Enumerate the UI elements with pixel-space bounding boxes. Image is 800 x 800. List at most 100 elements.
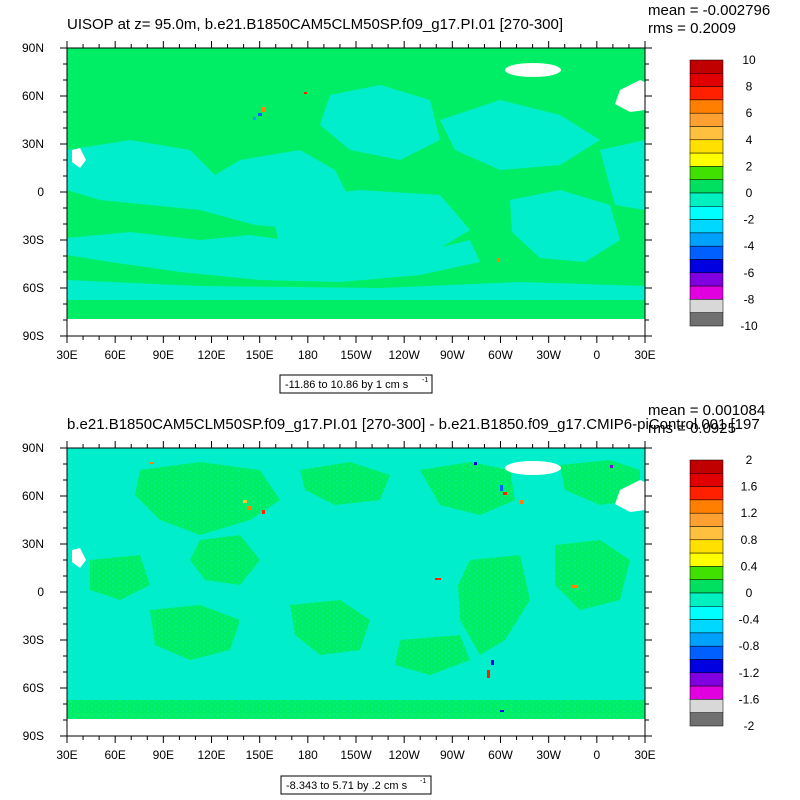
colorbar-box [689, 712, 724, 727]
colorbar-box [689, 632, 724, 647]
colorbar-box [689, 659, 724, 674]
panel-2-mean: mean = 0.001084 [648, 402, 765, 419]
y-tick-label: 30S [23, 633, 44, 647]
x-tick-label: 120W [388, 348, 420, 362]
y-tick-label: 90N [22, 41, 44, 55]
x-tick-label: 60E [104, 748, 125, 762]
panel-2-speckle [67, 448, 645, 719]
panel-1-range-text: -11.86 to 10.86 by 1 cm s [285, 379, 409, 391]
x-tick-label: 60W [488, 748, 513, 762]
panel-1-colorbar: 10 8 6 4 2 0 -2 -4 -6 -8 -10 [689, 53, 758, 333]
colorbar-box [689, 192, 724, 207]
colorbar-box [689, 73, 724, 87]
x-tick-label: 150W [340, 348, 372, 362]
colorbar-label: 6 [746, 106, 753, 120]
colorbar-label: 0.4 [741, 559, 758, 573]
x-tick-label: 30E [634, 748, 655, 762]
x-tick-label: 30E [56, 348, 77, 362]
colorbar-box [689, 699, 724, 713]
colorbar-box [689, 579, 724, 594]
colorbar-box [689, 526, 724, 541]
colorbar-box [689, 566, 724, 580]
y-tick-label: 60S [23, 281, 44, 295]
colorbar-box [689, 672, 724, 687]
colorbar-box [689, 219, 724, 234]
colorbar-label: 0.8 [741, 533, 758, 547]
y-tick-label: 30N [22, 137, 44, 151]
panel-2-rms: rms = 0.0925 [648, 420, 736, 437]
x-tick-label: 150E [246, 348, 274, 362]
x-tick-label: 60E [104, 348, 125, 362]
colorbar-box [689, 499, 724, 514]
colorbar-box [689, 112, 724, 127]
colorbar-box [689, 645, 724, 660]
colorbar-label: -1.6 [739, 692, 760, 706]
panel-2-range-label: -8.343 to 5.71 by .2 cm s -1 [280, 775, 432, 795]
colorbar-box [689, 512, 724, 527]
colorbar-label: 4 [746, 133, 753, 147]
colorbar-box [689, 606, 724, 620]
colorbar-box [689, 619, 724, 634]
panel-2-land [67, 461, 645, 736]
panel-1-rms: rms = 0.2009 [648, 20, 736, 37]
colorbar-box [689, 486, 724, 501]
panel-1-negative-regions [67, 85, 645, 300]
x-tick-label: 90E [153, 348, 174, 362]
x-tick-label: 30E [634, 348, 655, 362]
colorbar-box [689, 126, 724, 141]
colorbar-label: -4 [744, 239, 755, 253]
y-tick-label: 90S [23, 729, 44, 743]
colorbar-label: 1.6 [741, 480, 758, 494]
panel-2-title: b.e21.B1850CAM5CLM50SP.f09_g17.PI.01 [27… [67, 416, 760, 433]
panel-2-map [67, 448, 645, 736]
panel-1-range-label: -11.86 to 10.86 by 1 cm s -1 [279, 374, 433, 394]
colorbar-box [689, 473, 724, 487]
x-tick-label: 0 [593, 748, 600, 762]
colorbar-box [689, 259, 724, 274]
colorbar-box [689, 139, 724, 154]
colorbar-box [689, 299, 724, 313]
x-tick-label: 120E [197, 348, 225, 362]
x-tick-label: 90W [440, 348, 465, 362]
panel-1-anomalies [253, 92, 500, 262]
x-tick-label: 30W [536, 348, 561, 362]
colorbar-label: 0 [746, 186, 753, 200]
colorbar-label: -2 [744, 719, 755, 733]
colorbar-label: -6 [744, 266, 755, 280]
x-tick-label: 90W [440, 748, 465, 762]
panel-1-axes: 30E 60E 90E 120E 150E 180 150W 120W 90W 60W 30W 0 30… [22, 41, 656, 362]
colorbar-label: 2 [746, 453, 753, 467]
colorbar-box [689, 685, 724, 700]
y-tick-label: 30S [23, 233, 44, 247]
y-tick-label: 0 [37, 185, 44, 199]
colorbar-label: -0.4 [739, 613, 760, 627]
colorbar-label: -1.2 [739, 666, 760, 680]
colorbar-label: 2 [746, 159, 753, 173]
colorbar-box [689, 86, 724, 101]
x-tick-label: 180 [298, 348, 318, 362]
colorbar-box [689, 552, 724, 567]
y-tick-label: 0 [37, 585, 44, 599]
colorbar-label: 10 [742, 53, 756, 67]
colorbar-box [689, 166, 724, 180]
x-tick-label: 60W [488, 348, 513, 362]
x-tick-label: 30E [56, 748, 77, 762]
colorbar-box [689, 312, 724, 327]
colorbar-box [689, 539, 724, 554]
x-tick-label: 90E [153, 748, 174, 762]
colorbar-box [689, 206, 724, 220]
panel-1-map [67, 48, 645, 336]
y-tick-label: 30N [22, 537, 44, 551]
colorbar-label: -0.8 [739, 639, 760, 653]
colorbar-label: -8 [744, 292, 755, 306]
x-tick-label: 120W [388, 748, 420, 762]
colorbar-box [689, 152, 724, 167]
panel-1: UISOP at z= 95.0m, b.e21.B1850CAM5CLM50S… [22, 2, 770, 394]
y-tick-label: 90N [22, 441, 44, 455]
x-tick-label: 30W [536, 748, 561, 762]
panel-2-anomalies [150, 462, 613, 712]
colorbar-box [689, 592, 724, 607]
colorbar-label: 0 [746, 586, 753, 600]
panel-2: b.e21.B1850CAM5CLM50SP.f09_g17.PI.01 [27… [22, 402, 765, 795]
